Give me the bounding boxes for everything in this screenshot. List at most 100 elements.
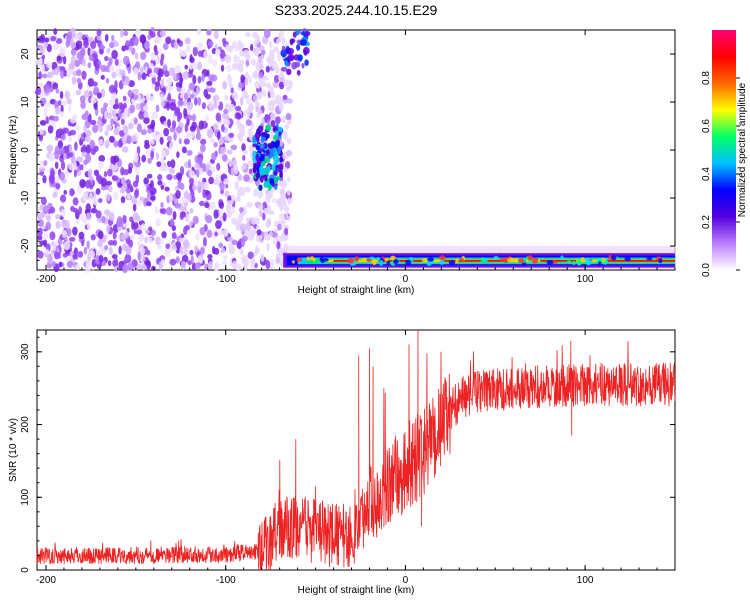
- noise-blob: [238, 133, 244, 142]
- noise-blob: [239, 248, 244, 256]
- noise-blob: [135, 229, 143, 235]
- noise-blob: [164, 248, 171, 258]
- noise-blob: [85, 179, 91, 189]
- noise-blob: [181, 146, 187, 154]
- burst-blob: [255, 153, 260, 162]
- noise-blob: [133, 153, 139, 163]
- noise-blob: [74, 59, 81, 68]
- noise-blob: [141, 72, 147, 80]
- noise-blob: [38, 160, 44, 170]
- noise-blob: [276, 240, 281, 250]
- noise-blob: [139, 196, 145, 202]
- noise-blob: [128, 80, 135, 88]
- noise-blob: [60, 69, 65, 79]
- upper-blob: [301, 62, 305, 69]
- noise-blob: [125, 188, 131, 194]
- burst-blob: [255, 171, 261, 179]
- noise-blob: [253, 39, 258, 48]
- noise-blob: [157, 48, 163, 54]
- noise-blob: [160, 259, 166, 265]
- noise-blob: [189, 54, 193, 62]
- noise-blob: [188, 82, 196, 91]
- noise-blob: [233, 165, 239, 175]
- noise-blob: [139, 67, 144, 74]
- noise-blob: [81, 70, 87, 80]
- noise-blob: [286, 189, 291, 196]
- burst-blob: [274, 130, 280, 135]
- noise-blob: [169, 141, 174, 151]
- noise-blob: [50, 169, 55, 179]
- noise-blob: [110, 118, 114, 126]
- noise-blob: [160, 202, 164, 208]
- noise-blob: [43, 84, 50, 94]
- noise-blob: [65, 219, 70, 230]
- noise-blob: [146, 201, 152, 207]
- noise-blob: [201, 102, 206, 110]
- top-y-axis-label: Frequency (Hz): [8, 116, 19, 185]
- noise-blob: [37, 250, 44, 259]
- noise-blob: [175, 240, 181, 250]
- noise-blob: [122, 214, 127, 224]
- burst-blob: [256, 137, 260, 142]
- noise-blob: [138, 111, 145, 120]
- upper-blob: [280, 49, 288, 58]
- noise-blob: [271, 99, 276, 108]
- noise-blob: [44, 248, 50, 255]
- noise-blob: [179, 237, 185, 243]
- noise-blob: [55, 214, 61, 220]
- noise-blob: [226, 203, 232, 212]
- noise-blob: [107, 260, 112, 267]
- noise-blob: [279, 31, 285, 38]
- noise-blob: [41, 64, 45, 73]
- noise-blob: [108, 246, 113, 256]
- noise-blob: [90, 119, 97, 126]
- noise-blob: [273, 46, 279, 53]
- band-blob: [376, 257, 380, 262]
- noise-blob: [215, 220, 222, 230]
- noise-blob: [270, 112, 276, 120]
- upper-blob: [304, 30, 311, 37]
- noise-blob: [216, 162, 221, 171]
- noise-blob: [255, 105, 259, 113]
- noise-blob: [100, 74, 105, 80]
- bottom-x-tick-label: 0: [403, 575, 409, 586]
- noise-blob: [91, 81, 98, 87]
- noise-blob: [175, 126, 183, 134]
- noise-blob: [250, 58, 256, 66]
- noise-blob: [243, 110, 248, 117]
- noise-blob: [206, 69, 210, 77]
- noise-blob: [144, 229, 151, 235]
- noise-blob: [228, 103, 235, 112]
- noise-blob: [180, 51, 187, 57]
- noise-blob: [46, 71, 54, 79]
- upper-blob: [300, 31, 305, 36]
- bottom-y-tick-label: 200: [20, 416, 31, 433]
- noise-blob: [208, 176, 214, 185]
- noise-blob: [144, 236, 148, 244]
- noise-blob: [35, 86, 42, 96]
- noise-blob: [209, 87, 216, 93]
- noise-blob: [143, 177, 150, 185]
- noise-blob: [55, 183, 61, 190]
- noise-blob: [73, 169, 78, 178]
- noise-blob: [123, 30, 129, 37]
- band-blob: [507, 257, 515, 263]
- noise-blob: [213, 123, 219, 131]
- noise-blob: [53, 67, 60, 76]
- noise-blob: [63, 240, 71, 251]
- noise-blob: [228, 242, 233, 249]
- noise-blob: [265, 259, 271, 270]
- noise-blob: [168, 246, 173, 253]
- noise-blob: [68, 63, 76, 70]
- noise-blob: [198, 42, 203, 48]
- bottom-y-tick-label: 300: [20, 343, 31, 360]
- noise-blob: [240, 237, 246, 248]
- noise-blob: [140, 129, 147, 136]
- noise-blob: [66, 98, 72, 105]
- band-blob: [455, 258, 459, 264]
- noise-blob: [107, 185, 113, 193]
- noise-blob: [111, 175, 116, 181]
- noise-blob: [223, 109, 229, 115]
- noise-blob: [79, 95, 86, 103]
- noise-blob: [126, 135, 132, 145]
